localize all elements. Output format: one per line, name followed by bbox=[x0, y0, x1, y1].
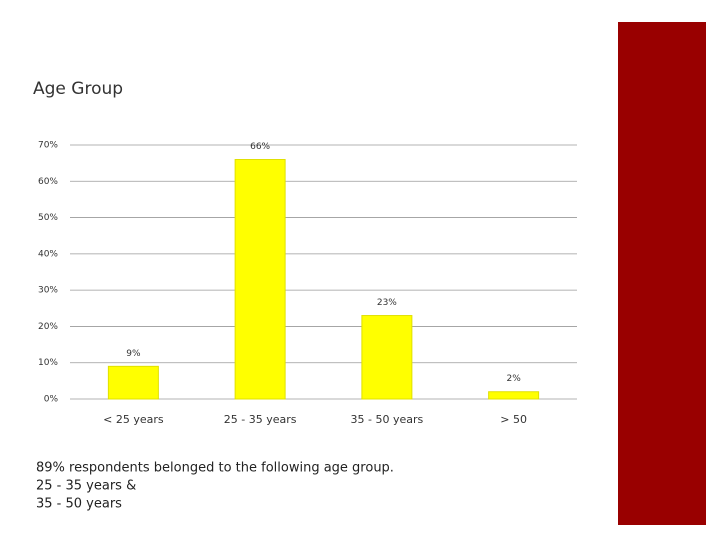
y-tick-label: 70% bbox=[38, 141, 58, 151]
bar bbox=[107, 365, 159, 400]
caption-line: 25 - 35 years & bbox=[36, 479, 136, 494]
y-tick-label: 10% bbox=[38, 358, 58, 368]
bar bbox=[234, 159, 286, 400]
x-tick-label: > 50 bbox=[500, 413, 527, 426]
y-tick-label: 60% bbox=[38, 177, 58, 187]
x-tick-label: < 25 years bbox=[103, 413, 164, 426]
x-tick-label: 35 - 50 years bbox=[351, 413, 424, 426]
caption-line: 35 - 50 years bbox=[36, 497, 122, 512]
value-label: 9% bbox=[126, 349, 141, 359]
caption-line: 89% respondents belonged to the followin… bbox=[36, 461, 394, 476]
y-tick-label: 0% bbox=[44, 395, 59, 405]
bar bbox=[488, 391, 540, 400]
y-tick-label: 40% bbox=[38, 249, 58, 259]
y-tick-label: 50% bbox=[38, 213, 58, 223]
y-tick-label: 20% bbox=[38, 322, 58, 332]
bar bbox=[361, 315, 413, 400]
chart-title: Age Group bbox=[33, 79, 123, 99]
value-label: 2% bbox=[506, 374, 521, 384]
y-tick-label: 30% bbox=[38, 286, 58, 296]
side-band bbox=[618, 22, 706, 525]
value-label: 23% bbox=[377, 298, 397, 308]
x-tick-label: 25 - 35 years bbox=[224, 413, 297, 426]
value-label: 66% bbox=[250, 142, 270, 152]
